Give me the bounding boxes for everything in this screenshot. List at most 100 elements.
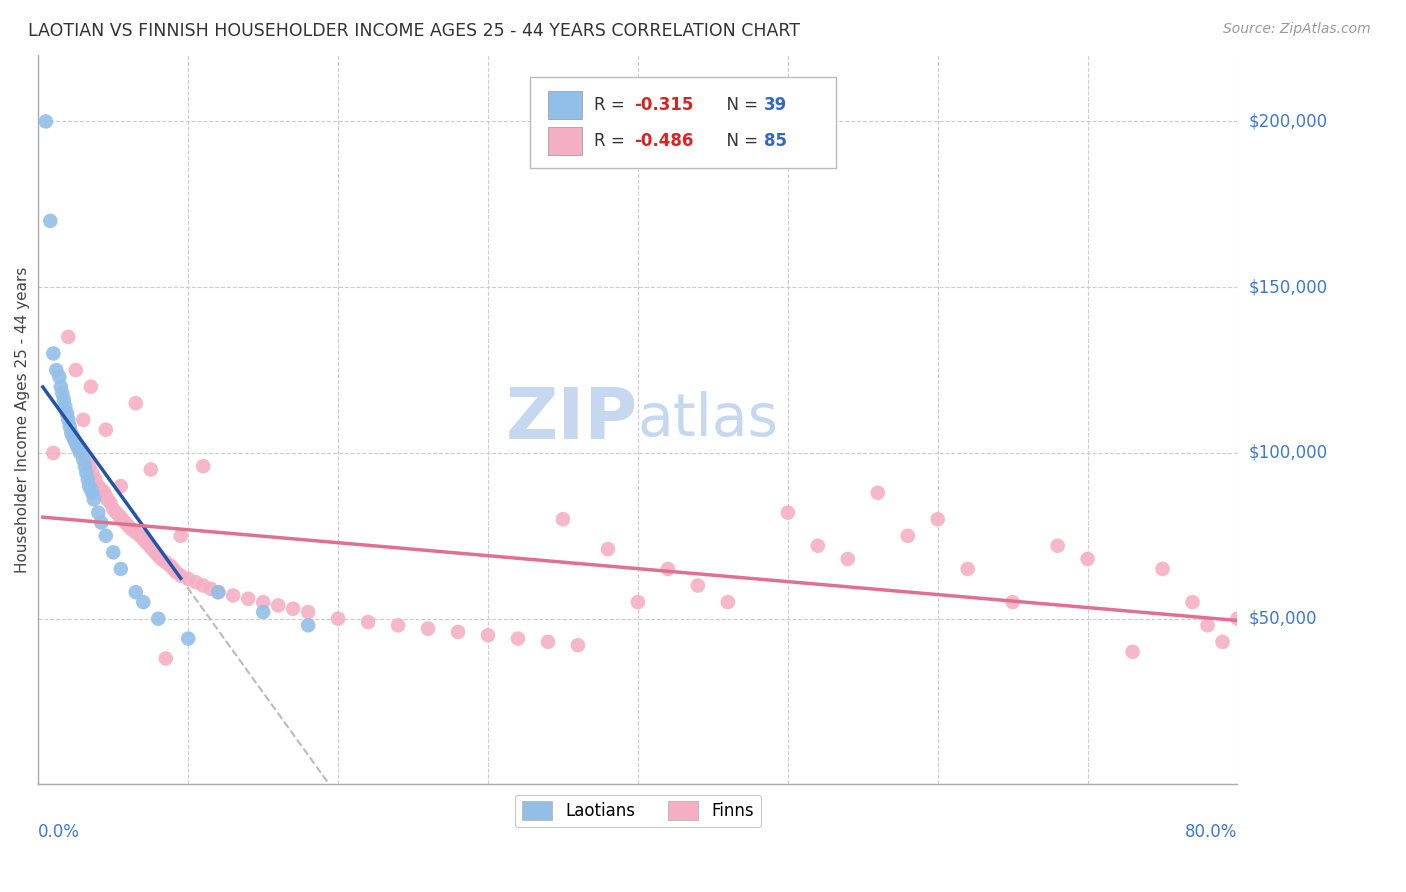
Point <box>58 413 80 427</box>
Point <box>42 346 65 360</box>
Text: 80.0%: 80.0% <box>1185 823 1237 841</box>
Point <box>155 555 177 569</box>
Text: R =: R = <box>593 132 630 150</box>
Y-axis label: Householder Income Ages 25 - 44 years: Householder Income Ages 25 - 44 years <box>15 267 30 573</box>
Point <box>111 512 134 526</box>
Point <box>66 439 89 453</box>
Text: 85: 85 <box>763 132 787 150</box>
Point <box>93 485 115 500</box>
Point <box>193 459 215 474</box>
Point <box>1122 645 1144 659</box>
Point <box>1152 562 1174 576</box>
Text: -0.486: -0.486 <box>634 132 693 150</box>
Point <box>72 452 94 467</box>
Point <box>207 585 229 599</box>
Point <box>1211 635 1233 649</box>
Text: LAOTIAN VS FINNISH HOUSEHOLDER INCOME AGES 25 - 44 YEARS CORRELATION CHART: LAOTIAN VS FINNISH HOUSEHOLDER INCOME AG… <box>28 22 800 40</box>
Point <box>42 446 65 460</box>
Point <box>120 522 142 536</box>
Point <box>717 595 740 609</box>
Point <box>162 562 184 576</box>
Point <box>807 539 830 553</box>
Point <box>416 622 439 636</box>
Point <box>447 624 470 639</box>
Point <box>657 562 679 576</box>
Point <box>87 479 110 493</box>
Text: 0.0%: 0.0% <box>38 823 80 841</box>
Point <box>200 582 222 596</box>
Point <box>148 549 170 563</box>
Point <box>73 459 96 474</box>
Text: $50,000: $50,000 <box>1249 610 1317 628</box>
Point <box>129 529 152 543</box>
Point <box>90 483 112 497</box>
Point <box>114 516 136 530</box>
Point <box>80 483 103 497</box>
Point <box>132 532 155 546</box>
Point <box>148 612 170 626</box>
Point <box>193 578 215 592</box>
Point <box>96 492 118 507</box>
Legend: Laotians, Finns: Laotians, Finns <box>515 795 761 827</box>
Point <box>776 506 799 520</box>
Point <box>62 429 84 443</box>
Point <box>79 479 101 493</box>
Point <box>170 529 193 543</box>
Point <box>117 519 139 533</box>
Point <box>135 535 157 549</box>
Point <box>52 392 75 407</box>
Point <box>94 529 117 543</box>
Point <box>65 436 87 450</box>
Point <box>537 635 560 649</box>
Point <box>477 628 499 642</box>
Point <box>596 542 619 557</box>
Point <box>551 512 574 526</box>
Point <box>48 369 70 384</box>
Point <box>155 651 177 665</box>
Text: -0.315: -0.315 <box>634 95 693 114</box>
Point <box>59 419 82 434</box>
Point <box>69 446 91 460</box>
Point <box>67 442 90 457</box>
Point <box>45 363 67 377</box>
Point <box>143 545 166 559</box>
Point <box>105 506 128 520</box>
FancyBboxPatch shape <box>548 91 582 119</box>
Point <box>94 489 117 503</box>
Point <box>326 612 349 626</box>
Point <box>387 618 409 632</box>
Point <box>125 585 148 599</box>
Text: R =: R = <box>593 95 630 114</box>
Point <box>686 578 709 592</box>
Point <box>110 562 132 576</box>
Point <box>82 485 104 500</box>
Point <box>53 400 76 414</box>
Point <box>567 638 589 652</box>
Point <box>252 595 274 609</box>
Point <box>1197 618 1219 632</box>
Point <box>837 552 859 566</box>
Point <box>207 585 229 599</box>
Point <box>83 492 105 507</box>
Point <box>170 568 193 582</box>
Text: Source: ZipAtlas.com: Source: ZipAtlas.com <box>1223 22 1371 37</box>
Point <box>51 386 73 401</box>
Point <box>35 114 58 128</box>
Point <box>238 591 260 606</box>
Text: atlas: atlas <box>638 392 779 449</box>
Point <box>506 632 529 646</box>
Point <box>1001 595 1024 609</box>
Point <box>125 525 148 540</box>
Point <box>39 214 62 228</box>
Point <box>76 473 98 487</box>
Point <box>138 539 160 553</box>
Point <box>63 433 86 447</box>
Point <box>184 575 207 590</box>
Text: $100,000: $100,000 <box>1249 444 1327 462</box>
Point <box>56 406 79 420</box>
Point <box>956 562 979 576</box>
Point <box>87 506 110 520</box>
Point <box>150 552 173 566</box>
Point <box>132 595 155 609</box>
Point <box>125 396 148 410</box>
